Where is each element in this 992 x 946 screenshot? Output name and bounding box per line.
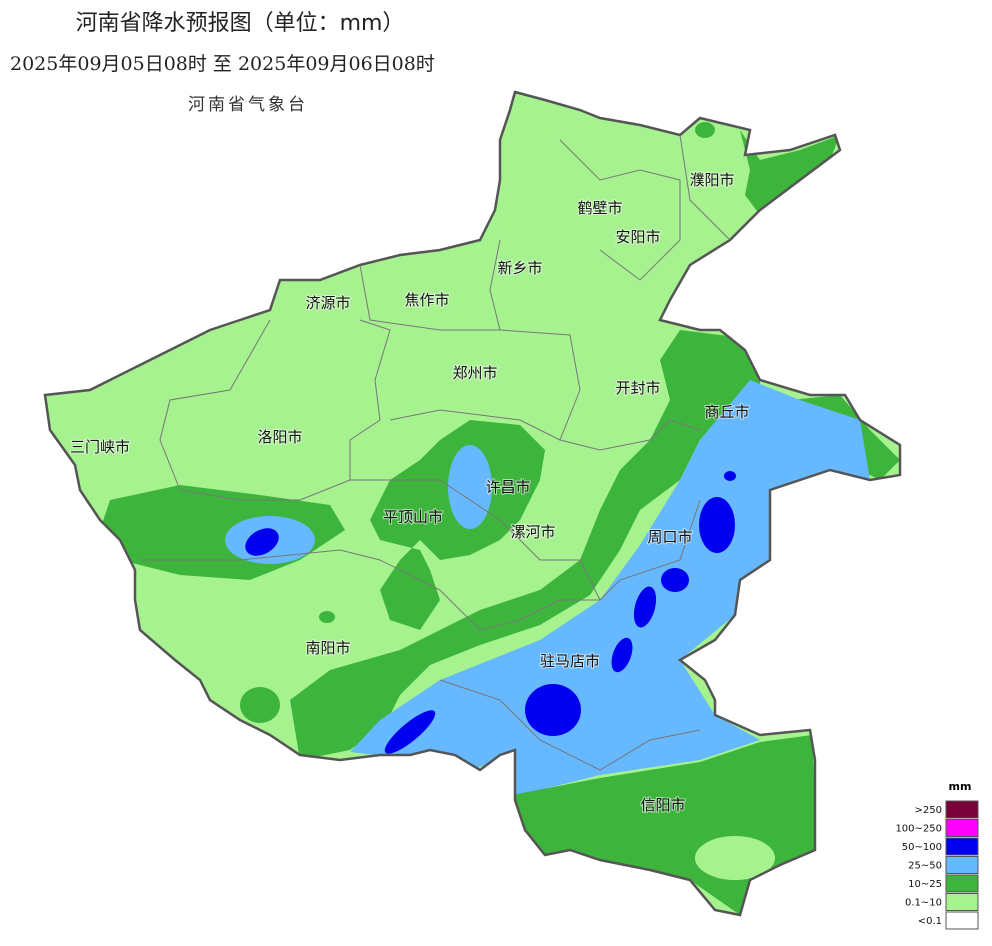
precip-area xyxy=(245,528,279,556)
precip-area xyxy=(448,445,492,529)
precip-area xyxy=(525,684,581,736)
precip-area xyxy=(611,637,633,673)
city-label: 商丘市 xyxy=(704,403,749,421)
legend-swatch xyxy=(945,911,979,930)
precip-area xyxy=(290,330,760,760)
city-label: 信阳市 xyxy=(640,796,685,814)
city-label: 焦作市 xyxy=(404,291,449,309)
legend-swatch xyxy=(945,837,979,856)
legend-label: 25~50 xyxy=(908,861,942,872)
precip-area xyxy=(384,710,436,754)
precip-area xyxy=(695,122,715,138)
city-label: 驻马店市 xyxy=(540,652,600,670)
city-label: 安阳市 xyxy=(615,228,660,246)
city-labels: 三门峡市 洛阳市 济源市 焦作市 新乡市 鹤壁市 安阳市 濮阳市 郑州市 开封市… xyxy=(69,170,751,815)
city-label: 三门峡市 xyxy=(70,438,130,456)
precip-area xyxy=(699,497,735,553)
legend-label: <0.1 xyxy=(918,916,942,927)
city-label: 南阳市 xyxy=(305,639,350,657)
agency: 河南省气象台 xyxy=(188,95,308,115)
city-label: 济源市 xyxy=(305,294,350,312)
legend-swatch xyxy=(945,819,979,837)
legend-label: 100~250 xyxy=(895,824,942,835)
legend-unit: mm xyxy=(949,780,972,793)
legend-swatch xyxy=(945,893,979,911)
city-label: 新乡市 xyxy=(497,259,542,277)
city-label: 郑州市 xyxy=(452,364,497,382)
city-label: 许昌市 xyxy=(485,478,530,496)
legend-label: >250 xyxy=(915,805,942,816)
city-boundaries xyxy=(140,134,731,771)
map-title: 河南省降水预报图（单位：mm） xyxy=(76,11,405,36)
precip-area xyxy=(370,420,545,630)
legend-label: 0.1~10 xyxy=(905,898,942,909)
city-label: 周口市 xyxy=(647,528,692,546)
legend-swatch xyxy=(945,800,979,819)
city-label: 开封市 xyxy=(615,379,660,397)
legend-label: 50~100 xyxy=(902,842,942,853)
legend-swatch xyxy=(945,874,979,893)
city-label: 平顶山市 xyxy=(383,508,443,526)
precip-area xyxy=(661,568,689,592)
precip-area xyxy=(319,611,335,623)
forecast-period: 2025年09月05日08时 至 2025年09月06日08时 xyxy=(10,53,435,75)
precip-area xyxy=(633,586,657,628)
city-label: 洛阳市 xyxy=(257,428,302,446)
legend: >250 100~250 50~100 25~50 10~25 0.1~10 <0.1 xyxy=(895,800,979,930)
legend-swatch xyxy=(945,856,979,874)
precip-area xyxy=(724,471,736,481)
city-label: 濮阳市 xyxy=(689,171,734,189)
precip-area xyxy=(240,687,280,723)
province-outline xyxy=(43,90,902,917)
legend-label: 10~25 xyxy=(908,879,942,890)
city-label: 鹤壁市 xyxy=(577,199,622,217)
city-label: 漯河市 xyxy=(510,523,555,541)
precip-area xyxy=(695,836,775,880)
precip-area xyxy=(740,130,840,215)
